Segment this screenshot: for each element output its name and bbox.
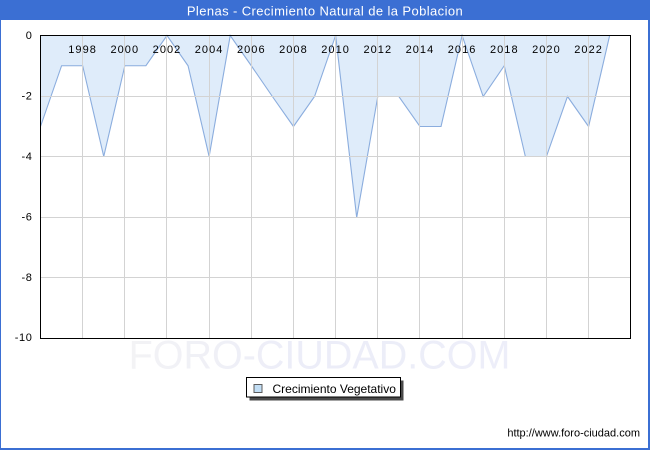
svg-text:2004: 2004 xyxy=(195,44,224,56)
svg-text:2002: 2002 xyxy=(153,44,182,56)
svg-text:2010: 2010 xyxy=(321,44,350,56)
svg-text:http://www.foro-ciudad.com: http://www.foro-ciudad.com xyxy=(507,428,640,440)
svg-text:-10: -10 xyxy=(15,332,33,344)
svg-text:0: 0 xyxy=(26,30,33,42)
svg-text:2014: 2014 xyxy=(406,44,435,56)
svg-text:Plenas - Crecimiento Natural d: Plenas - Crecimiento Natural de la Pobla… xyxy=(187,4,463,19)
svg-text:2018: 2018 xyxy=(490,44,519,56)
svg-text:2000: 2000 xyxy=(110,44,139,56)
svg-text:2022: 2022 xyxy=(574,44,603,56)
svg-text:2008: 2008 xyxy=(279,44,308,56)
svg-text:2006: 2006 xyxy=(237,44,266,56)
svg-text:1998: 1998 xyxy=(68,44,97,56)
svg-text:-2: -2 xyxy=(22,91,33,103)
svg-text:2012: 2012 xyxy=(363,44,392,56)
svg-text:2016: 2016 xyxy=(448,44,477,56)
svg-text:2020: 2020 xyxy=(532,44,561,56)
svg-text:-4: -4 xyxy=(22,151,33,163)
svg-text:-6: -6 xyxy=(22,212,33,224)
svg-text:Crecimiento Vegetativo: Crecimiento Vegetativo xyxy=(273,382,397,396)
svg-text:FORO-CIUDAD.COM: FORO-CIUDAD.COM xyxy=(129,334,511,378)
svg-text:-8: -8 xyxy=(22,272,33,284)
